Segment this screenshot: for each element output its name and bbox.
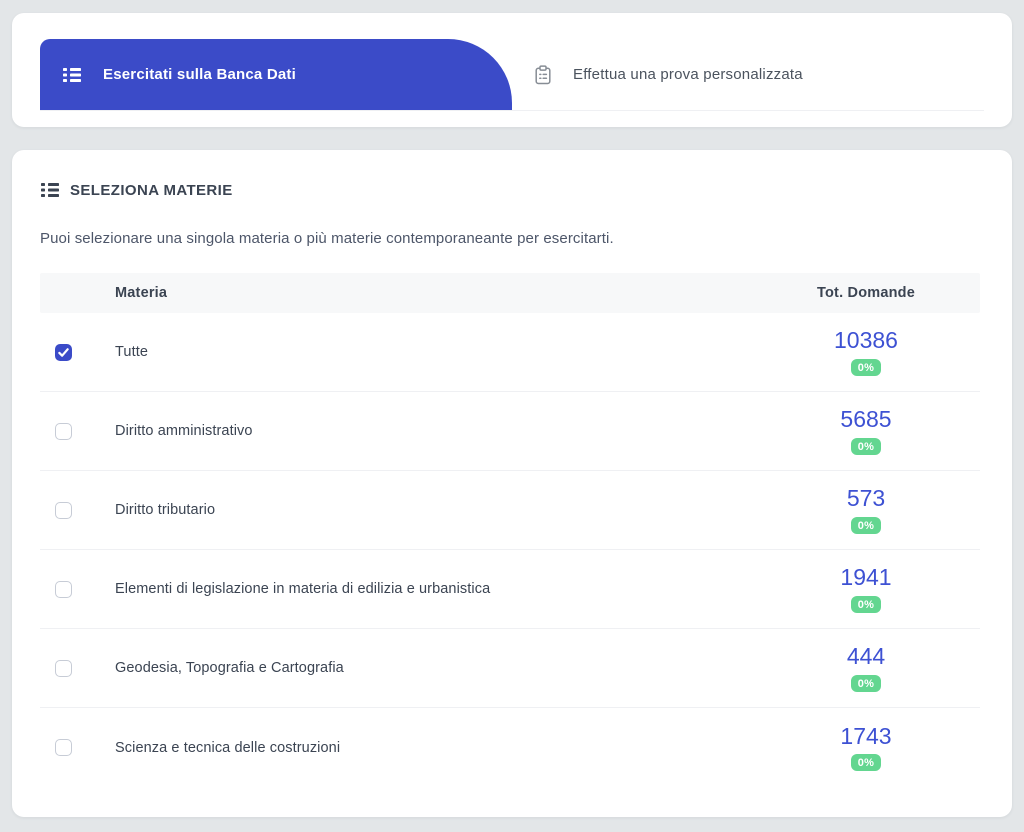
row-checkbox[interactable] — [55, 580, 72, 598]
table-row: Geodesia, Topografia e Cartografia 444 0… — [40, 629, 980, 708]
clipboard-icon — [533, 64, 553, 85]
tot-domande-cell: 5685 0% — [752, 406, 980, 455]
row-checkbox[interactable] — [55, 501, 72, 519]
table-row: Diritto tributario 573 0% — [40, 471, 980, 550]
tabs-card: Esercitati sulla Banca Dati Effettua una… — [12, 13, 1012, 127]
progress-badge: 0% — [850, 437, 882, 455]
section-title: SELEZIONA MATERIE — [70, 181, 233, 199]
subject-label: Tutte — [115, 344, 149, 360]
materia-cell: Elementi di legislazione in materia di e… — [40, 580, 752, 598]
materia-cell: Geodesia, Topografia e Cartografia — [40, 659, 752, 677]
tab-label: Effettua una prova personalizzata — [573, 66, 803, 83]
subjects-table: Materia Tot. Domande Tutte 10386 0% — [40, 273, 980, 787]
question-count-link[interactable]: 444 — [846, 643, 886, 670]
row-checkbox[interactable] — [55, 739, 72, 756]
subject-label: Geodesia, Topografia e Cartografia — [115, 660, 344, 676]
tabs-row: Esercitati sulla Banca Dati Effettua una… — [40, 39, 984, 111]
subject-label: Diritto amministrativo — [115, 423, 253, 439]
row-checkbox[interactable] — [55, 659, 72, 677]
tot-domande-cell: 573 0% — [752, 485, 980, 534]
materia-cell: Scienza e tecnica delle costruzioni — [40, 739, 752, 756]
section-header: SELEZIONA MATERIE — [40, 180, 984, 200]
list-icon — [40, 180, 60, 200]
question-count-link[interactable]: 573 — [846, 485, 886, 512]
progress-badge: 0% — [850, 674, 882, 692]
subject-label: Scienza e tecnica delle costruzioni — [115, 739, 341, 756]
tot-domande-cell: 444 0% — [752, 643, 980, 692]
list-icon — [62, 65, 82, 85]
table-row: Scienza e tecnica delle costruzioni 1743… — [40, 708, 980, 787]
tot-domande-cell: 1743 0% — [752, 722, 980, 772]
progress-badge: 0% — [850, 754, 882, 772]
question-count-link[interactable]: 1941 — [840, 564, 892, 591]
tab-esercitati-banca-dati[interactable]: Esercitati sulla Banca Dati — [40, 39, 512, 110]
progress-badge: 0% — [850, 516, 882, 534]
tab-label: Esercitati sulla Banca Dati — [103, 66, 296, 83]
question-count-link[interactable]: 5685 — [840, 406, 892, 433]
tot-domande-cell: 1941 0% — [752, 564, 980, 613]
tab-prova-personalizzata[interactable]: Effettua una prova personalizzata — [512, 39, 803, 110]
table-row: Diritto amministrativo 5685 0% — [40, 392, 980, 471]
subject-label: Elementi di legislazione in materia di e… — [115, 581, 491, 597]
row-checkbox[interactable] — [55, 422, 72, 440]
materia-cell: Diritto tributario — [40, 501, 752, 519]
subject-label: Diritto tributario — [115, 502, 216, 518]
progress-badge: 0% — [850, 595, 882, 613]
row-checkbox[interactable] — [55, 343, 72, 361]
table-header-row: Materia Tot. Domande — [40, 273, 980, 313]
tot-domande-cell: 10386 0% — [752, 327, 980, 376]
materia-cell: Diritto amministrativo — [40, 422, 752, 440]
question-count-link[interactable]: 10386 — [834, 327, 898, 354]
materia-cell: Tutte — [40, 343, 752, 361]
table-row: Tutte 10386 0% — [40, 313, 980, 392]
select-subjects-card: SELEZIONA MATERIE Puoi selezionare una s… — [12, 150, 1012, 817]
column-header-tot-domande: Tot. Domande — [817, 285, 915, 301]
table-row: Elementi di legislazione in materia di e… — [40, 550, 980, 629]
section-subtitle: Puoi selezionare una singola materia o p… — [40, 230, 614, 247]
check-icon — [58, 347, 69, 357]
progress-badge: 0% — [850, 358, 882, 376]
question-count-link[interactable]: 1743 — [840, 722, 892, 749]
column-header-materia: Materia — [115, 285, 168, 301]
